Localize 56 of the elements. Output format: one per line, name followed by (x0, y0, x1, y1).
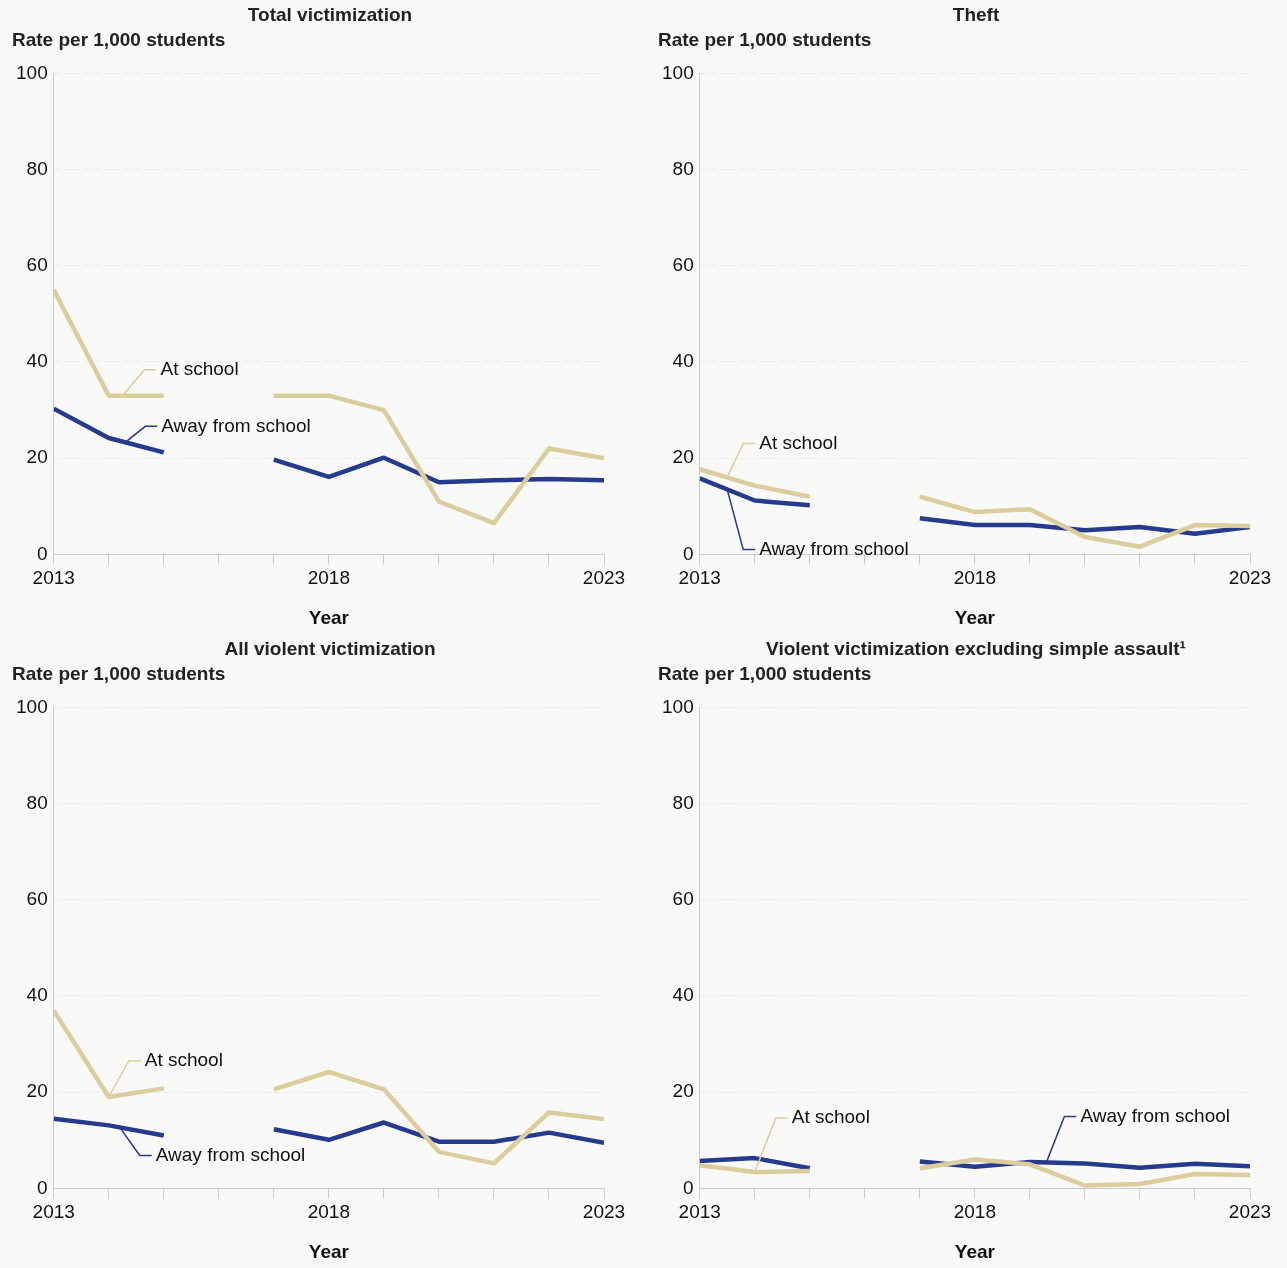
y-tick-label: 0 (37, 1176, 48, 1198)
chart-title: All violent victimization (223, 638, 437, 660)
y-tick-label: 20 (26, 446, 48, 468)
x-axis-title: Year (954, 606, 996, 628)
y-axis-title: Rate per 1,000 students (658, 29, 872, 51)
x-axis-title: Year (954, 1240, 996, 1262)
chart-title: Theft (951, 4, 1001, 26)
y-tick-label: 80 (672, 157, 694, 179)
x-tick-label: 2023 (582, 567, 626, 589)
x-axis-title: Year (308, 606, 350, 628)
y-tick-label: 60 (26, 254, 48, 276)
x-tick-label: 2023 (582, 1201, 626, 1223)
y-tick-label: 100 (16, 61, 48, 83)
y-tick-label: 100 (662, 61, 694, 83)
y-tick-label: 40 (26, 984, 48, 1006)
y-tick-label: 20 (672, 1080, 694, 1102)
y-tick-label: 0 (683, 1176, 694, 1198)
y-tick-label: 20 (26, 1080, 48, 1102)
legend-label: Away from school (155, 1143, 306, 1165)
y-tick-label: 40 (672, 350, 694, 372)
series-label: Away from school (1080, 1104, 1230, 1126)
x-tick-label: 2018 (307, 567, 350, 589)
chart-title: Violent victimization excluding simple assault¹ (765, 638, 1187, 660)
x-tick-label: 2018 (953, 567, 996, 589)
series-label: At school (144, 1049, 223, 1071)
y-tick-label: 0 (37, 542, 48, 564)
y-tick-label: 80 (672, 791, 694, 813)
x-tick-label: 2023 (1228, 567, 1272, 589)
chart-title: Total victimization (246, 4, 414, 26)
y-tick-label: 40 (26, 350, 48, 372)
text: At school (791, 1106, 870, 1128)
y-tick-label: 60 (672, 888, 694, 910)
y-axis-title: Rate per 1,000 students (12, 663, 226, 685)
x-tick-label: 2013 (32, 1201, 75, 1223)
x-tick-label: 2023 (1228, 1201, 1272, 1223)
y-tick-label: 60 (26, 888, 48, 910)
y-tick-label: 80 (26, 157, 48, 179)
x-tick-label: 2013 (678, 567, 721, 589)
y-axis-title: Rate per 1,000 students (658, 663, 872, 685)
series-label: At school (160, 357, 239, 379)
x-tick-label: 2013 (678, 1201, 721, 1223)
y-axis-title: Rate per 1,000 students (12, 29, 226, 51)
x-tick-label: 2018 (307, 1201, 350, 1223)
series-label: Away from school (759, 537, 909, 559)
legend-label: Away from school (161, 414, 311, 436)
series-label: At school (759, 431, 838, 453)
y-tick-label: 0 (683, 542, 694, 564)
y-tick-label: 100 (16, 695, 48, 717)
y-tick-label: 40 (672, 984, 694, 1006)
y-tick-label: 100 (662, 695, 694, 717)
x-axis-title: Year (308, 1240, 350, 1262)
y-tick-label: 20 (672, 446, 694, 468)
x-tick-label: 2018 (953, 1201, 996, 1223)
y-tick-label: 80 (26, 791, 48, 813)
y-tick-label: 60 (672, 254, 694, 276)
x-tick-label: 2013 (32, 567, 75, 589)
